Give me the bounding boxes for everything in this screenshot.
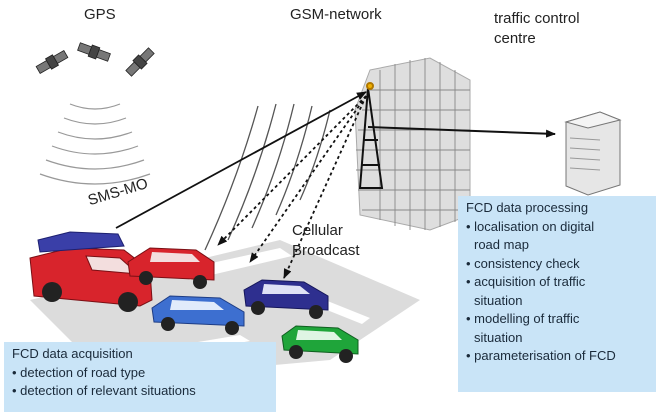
fcd-processing-title: FCD data processing	[466, 200, 589, 215]
gps-label: GPS	[84, 6, 116, 23]
server-icon	[564, 111, 622, 196]
gsm-network-label: GSM-network	[290, 6, 382, 23]
cellular-broadcast-label-line2: Broadcast	[292, 242, 360, 259]
processing-line: • modelling of traffic	[466, 311, 580, 326]
processing-line: • localisation on digital	[466, 218, 595, 234]
processing-line: situation	[474, 329, 523, 345]
gsm-tower-icon	[358, 82, 384, 189]
gsm-cell-grid	[354, 57, 471, 231]
navy-car-icon	[243, 279, 329, 319]
fcd-processing-box: FCD data processing • localisation on di…	[458, 196, 656, 392]
processing-line: • consistency check	[466, 255, 580, 271]
gps-satellites-icon	[35, 42, 155, 77]
processing-line: situation	[474, 292, 523, 308]
fcd-acquisition-title: FCD data acquisition	[12, 346, 133, 361]
processing-line: road map	[474, 237, 529, 252]
processing-line: • parameterisation of FCD	[466, 348, 616, 363]
acquisition-line: • detection of relevant situations	[12, 383, 196, 398]
cellular-broadcast-label-line1: Cellular	[292, 222, 343, 239]
traffic-control-label-line2: centre	[494, 30, 536, 47]
blue-car-icon	[151, 295, 245, 335]
traffic-control-label-line1: traffic control	[494, 10, 580, 27]
broadcast-waves	[204, 103, 331, 251]
acquisition-line: • detection of road type	[12, 364, 146, 380]
green-car-icon	[281, 325, 359, 363]
red-car-icon	[127, 247, 215, 289]
data-flow-arrows	[115, 91, 556, 279]
processing-line: • acquisition of traffic	[466, 274, 586, 289]
red-van-icon	[29, 231, 153, 312]
gps-signal-waves	[39, 103, 151, 185]
fcd-acquisition-box: FCD data acquisition • detection of road…	[4, 342, 276, 412]
